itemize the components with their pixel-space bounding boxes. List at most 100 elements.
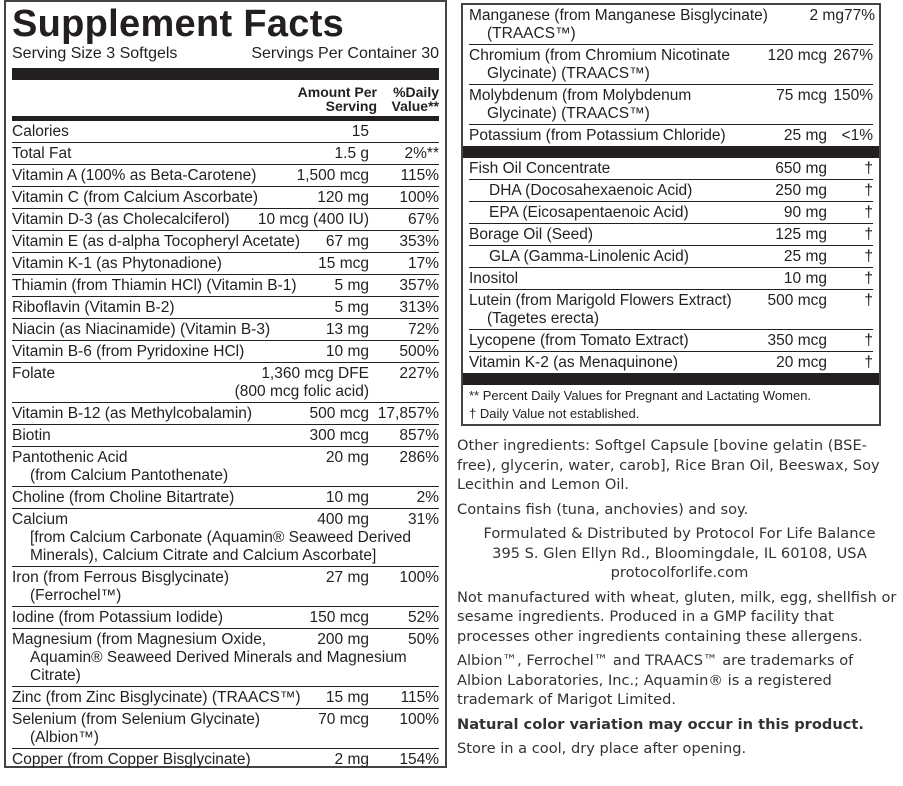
daily-value: 267% (833, 47, 873, 64)
amount: 10 mcg (400 IU) (257, 211, 369, 228)
nutrient-row: Fish Oil Concentrate 650 mg † (469, 158, 873, 180)
row-line: Fish Oil Concentrate 650 mg † (469, 160, 873, 178)
row-line: Vitamin K-2 (as Menaquinone) 20 mcg † (469, 354, 873, 372)
amount: 500 mcg (767, 292, 827, 309)
daily-value: 100% (399, 711, 439, 728)
row-line: Lycopene (from Tomato Extract) 350 mcg † (469, 332, 873, 350)
title: Supplement Facts (12, 3, 345, 45)
daily-value: 115% (400, 689, 440, 706)
row-line: Pantothenic Acid 20 mg 286% (12, 449, 439, 467)
amount: 200 mg (317, 631, 369, 648)
daily-value: 17,857% (377, 405, 439, 422)
nutrient-row: Total Fat 1.5 g 2%** (12, 143, 439, 165)
nutrient-row: Folate 1,360 mcg DFE (800 mcg folic acid) 2… (12, 363, 439, 403)
divider (463, 373, 879, 385)
nutrient-name: GLA (Gamma-Linolenic Acid) (489, 248, 689, 265)
row-line: Inositol 10 mg † (469, 270, 873, 288)
amount: 5 mg (334, 277, 369, 294)
nutrient-row: Calcium 400 mg 31% [from Calcium Carbonate … (12, 509, 439, 567)
nutrient-source: [from Calcium Carbonate (Aquamin® Seawee… (30, 529, 412, 564)
nutrient-row: Riboflavin (Vitamin B-2) 5 mg 313% (12, 297, 439, 319)
row-line: Iron (from Ferrous Bisglycinate) 27 mg 100… (12, 569, 439, 587)
amount: 500 mcg (309, 405, 369, 422)
row-line: Molybdenum (from Molybdenum 75 mcg 150% (469, 87, 873, 105)
row-line: Potassium (from Potassium Chloride) 25 mg… (469, 127, 873, 145)
nutrient-row: Copper (from Copper Bisglycinate) 2 mg 154… (12, 749, 439, 770)
nutrient-name: Iodine (from Potassium Iodide) (12, 609, 224, 626)
nutrient-row: Thiamin (from Thiamin HCl) (Vitamin B-1)… (12, 275, 439, 297)
nutrient-name: Vitamin K-2 (as Menaquinone) (469, 354, 679, 371)
daily-value: 150% (833, 87, 873, 104)
daily-value: † (864, 160, 873, 177)
nutrient-name: Lycopene (from Tomato Extract) (469, 332, 689, 349)
servings-per-container: Servings Per Container 30 (251, 45, 439, 62)
allergens: Contains fish (tuna, anchovies) and soy. (457, 500, 749, 518)
serving-info: Serving Size 3 Softgels Servings Per Con… (12, 44, 439, 80)
row-line: Zinc (from Zinc Bisglycinate) (TRAACS™) 1… (12, 689, 439, 707)
nutrient-name: Folate (12, 365, 56, 382)
nutrient-row: Manganese (from Manganese Bisglycinate) 2… (469, 5, 875, 45)
footnote: † Daily Value not established. (469, 406, 640, 421)
nutrient-row: Niacin (as Niacinamide) (Vitamin B-3) 13 … (12, 319, 439, 341)
nutrient-row: Lutein (from Marigold Flowers Extract) 50… (469, 290, 873, 330)
nutrient-source: (Albion™) (30, 729, 99, 746)
nutrient-source: (TRAACS™) (487, 25, 576, 42)
amount: 2 mg (809, 7, 844, 24)
nutrient-row: Biotin 300 mcg 857% (12, 425, 439, 447)
serving-size: Serving Size 3 Softgels (12, 45, 178, 62)
daily-value: 77% (843, 7, 875, 24)
daily-value: 2% (416, 489, 439, 506)
nutrient-name: Vitamin D-3 (as Cholecalciferol) (12, 211, 230, 228)
dv-header: %Daily Value** (391, 84, 439, 114)
daily-value: <1% (841, 127, 873, 144)
amount: 20 mcg (776, 354, 827, 371)
nutrient-row: Vitamin B-12 (as Methylcobalamin) 500 mcg… (12, 403, 439, 425)
supplement-facts-panel: Supplement Facts Serving Size 3 Softgels… (4, 0, 447, 768)
daily-value: 67% (407, 211, 439, 228)
nutrient-name: Inositol (469, 270, 519, 287)
row-line: Vitamin B-12 (as Methylcobalamin) 500 mcg… (12, 405, 439, 423)
row-line: Copper (from Copper Bisglycinate) 2 mg 154… (12, 751, 439, 769)
label-text: Other ingredients: Softgel Capsule [bovi… (457, 436, 902, 764)
daily-value: † (864, 204, 873, 221)
daily-value: 31% (407, 511, 439, 528)
amount: 75 mcg (776, 87, 827, 104)
daily-value: † (864, 332, 873, 349)
nutrient-row: Potassium (from Potassium Chloride) 25 mg… (469, 125, 873, 146)
amount: 15 mcg (318, 255, 369, 272)
row-line: Riboflavin (Vitamin B-2) 5 mg 313% (12, 299, 439, 317)
amount: 10 mg (325, 489, 369, 506)
row-line: Magnesium (from Magnesium Oxide, 200 mg 50… (12, 631, 439, 649)
nutrient-name: Biotin (12, 427, 51, 444)
nutrient-row: Vitamin K-1 (as Phytonadione) 15 mcg 17% (12, 253, 439, 275)
nutrient-source: (Tagetes erecta) (487, 310, 599, 327)
row-line: Thiamin (from Thiamin HCl) (Vitamin B-1)… (12, 277, 439, 295)
daily-value: † (864, 292, 873, 309)
amount: 1.5 g (334, 145, 369, 162)
row-line: Vitamin C (from Calcium Ascorbate) 120 mg… (12, 189, 439, 207)
daily-value: † (864, 270, 873, 287)
nutrient-name: Pantothenic Acid (12, 449, 128, 466)
amount: 125 mg (775, 226, 827, 243)
nutrient-name: Fish Oil Concentrate (469, 160, 611, 177)
distributor-line: 395 S. Glen Ellyn Rd., Bloomingdale, IL … (492, 544, 867, 562)
amount: 67 mg (325, 233, 369, 250)
daily-value: † (864, 248, 873, 265)
daily-value: 17% (407, 255, 439, 272)
nutrient-row: DHA (Docosahexaenoic Acid) 250 mg † (469, 180, 873, 202)
nutrient-row: Pantothenic Acid 20 mg 286% (from Calcium P… (12, 447, 439, 487)
amount: 300 mcg (309, 427, 369, 444)
daily-value: 313% (399, 299, 439, 316)
amount: 2 mg (334, 751, 369, 768)
daily-value: 286% (399, 449, 439, 466)
amount: 20 mg (325, 449, 369, 466)
daily-value: 857% (399, 427, 439, 444)
row-line: Borage Oil (Seed) 125 mg † (469, 226, 873, 244)
amount: 350 mcg (767, 332, 827, 349)
nutrient-group: Fish Oil Concentrate 650 mg † DHA (Docosahe… (469, 158, 873, 373)
nutrient-name: Iron (from Ferrous Bisglycinate) (12, 569, 230, 586)
amount: 10 mg (325, 343, 369, 360)
nutrient-name: Potassium (from Potassium Chloride) (469, 127, 726, 144)
nutrient-name: Niacin (as Niacinamide) (Vitamin B-3) (12, 321, 271, 338)
amount-note: (800 mcg folic acid) (234, 383, 369, 400)
